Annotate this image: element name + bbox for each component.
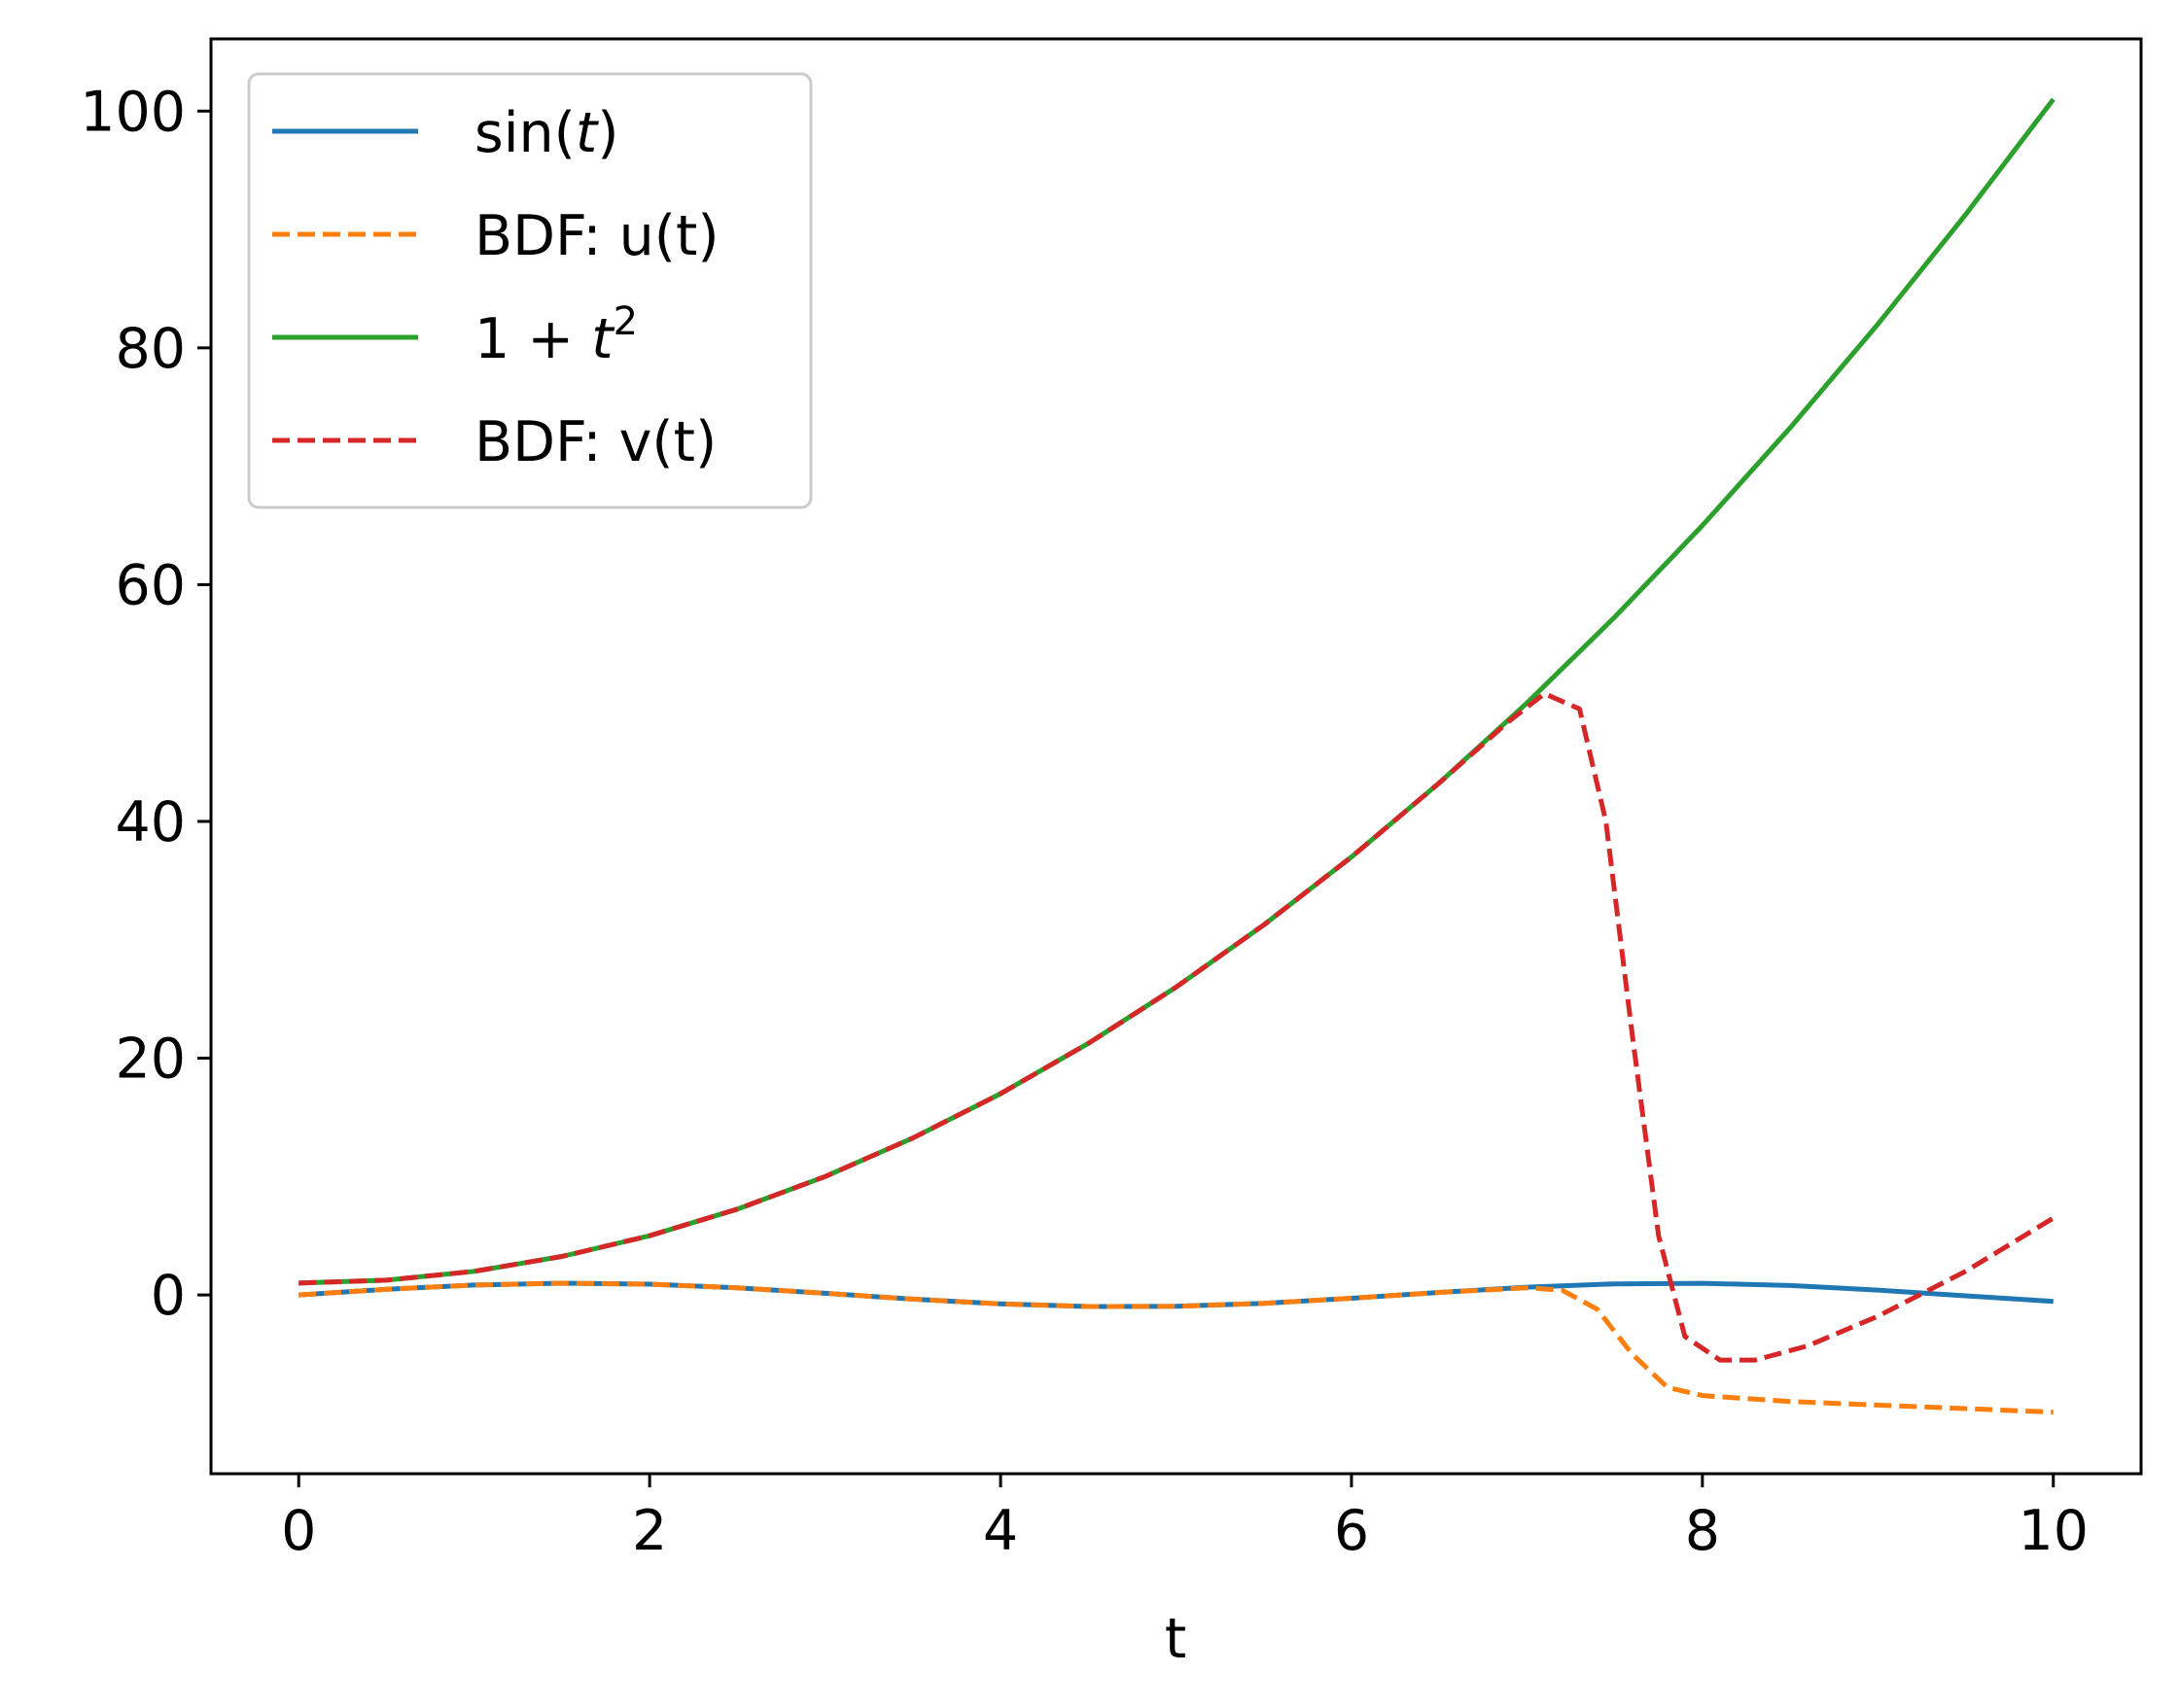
x-tick-label: 2 <box>632 1499 667 1563</box>
x-axis-label: t <box>1165 1607 1186 1671</box>
y-tick-label: 80 <box>115 317 186 381</box>
legend-label-1: sin(t) <box>474 101 619 165</box>
legend-label-2: BDF: u(t) <box>474 204 720 268</box>
axes-frame <box>209 37 2143 1476</box>
x-tick-label: 0 <box>281 1499 316 1563</box>
y-tick-label: 40 <box>115 790 186 854</box>
y-tick-label: 20 <box>115 1028 186 1092</box>
y-tick-label: 100 <box>80 80 186 144</box>
legend: sin(t) BDF: u(t) 1 + t2 BDF: v(t) <box>247 72 813 509</box>
series-layer <box>299 97 2055 1415</box>
y-tick-label: 60 <box>115 553 186 617</box>
legend-label-4: BDF: v(t) <box>474 410 717 474</box>
y-axis-ticks: 0 20 40 60 80 100 <box>80 80 211 1328</box>
y-tick-label: 0 <box>151 1264 186 1328</box>
series-line-1 <box>299 1280 2054 1309</box>
x-tick-label: 8 <box>1685 1499 1720 1563</box>
legend-label-3: 1 + t2 <box>474 299 638 371</box>
x-axis-ticks: 0 2 4 6 8 10 <box>281 1474 2089 1563</box>
x-tick-label: 6 <box>1334 1499 1369 1563</box>
x-tick-label: 4 <box>983 1499 1018 1563</box>
legend-box <box>247 72 813 509</box>
x-tick-label: 10 <box>2019 1499 2090 1563</box>
series-line-4 <box>299 691 2055 1363</box>
series-line-2 <box>299 1280 2054 1415</box>
